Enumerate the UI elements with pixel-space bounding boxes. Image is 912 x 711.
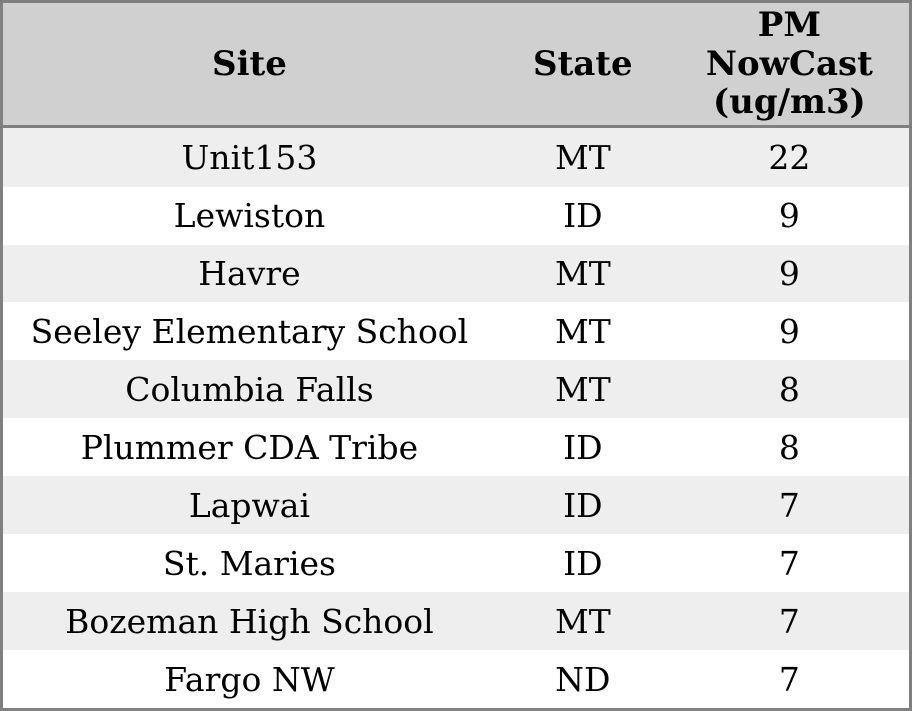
column-header-site: Site — [3, 3, 496, 128]
column-header-pm-nowcast: PM NowCast (ug/m3) — [669, 3, 909, 128]
data-table: Site State PM NowCast (ug/m3) Unit153 MT 2… — [3, 3, 909, 708]
table-row: Unit153 MT 22 — [3, 126, 909, 187]
column-header-site-label: Site — [212, 43, 287, 84]
table-row: Lewiston ID 9 — [3, 186, 909, 245]
cell-state: MT — [554, 311, 611, 351]
cell-pm-nowcast: 7 — [778, 601, 800, 641]
table-row: Havre MT 9 — [3, 244, 909, 303]
cell-pm-nowcast: 22 — [768, 137, 811, 177]
cell-state: MT — [554, 254, 611, 294]
cell-state: MT — [554, 137, 611, 177]
table-row: Seeley Elementary School MT 9 — [3, 302, 909, 361]
table-row: Bozeman High School MT 7 — [3, 592, 909, 651]
table-header-row: Site State PM NowCast (ug/m3) — [3, 3, 909, 128]
cell-site: Havre — [198, 254, 301, 294]
column-header-pm-nowcast-label: PM NowCast (ug/m3) — [705, 4, 873, 123]
cell-site: Lapwai — [188, 485, 311, 525]
cell-pm-nowcast: 9 — [778, 196, 800, 236]
cell-site: Unit153 — [181, 137, 318, 177]
cell-pm-nowcast: 8 — [778, 369, 800, 409]
table-row: St. Maries ID 7 — [3, 534, 909, 593]
table-row: Columbia Falls MT 8 — [3, 360, 909, 419]
table-row: Fargo NW ND 7 — [3, 650, 909, 708]
cell-pm-nowcast: 9 — [778, 311, 800, 351]
table-row: Lapwai ID 7 — [3, 476, 909, 535]
cell-site: Fargo NW — [164, 659, 335, 699]
cell-state: ID — [563, 485, 603, 525]
column-header-state: State — [495, 3, 670, 128]
cell-pm-nowcast: 7 — [778, 659, 800, 699]
cell-state: MT — [554, 601, 611, 641]
cell-state: ND — [555, 659, 611, 699]
table-row: Plummer CDA Tribe ID 8 — [3, 418, 909, 477]
cell-pm-nowcast: 9 — [778, 254, 800, 294]
cell-state: MT — [554, 369, 611, 409]
cell-pm-nowcast: 7 — [778, 485, 800, 525]
cell-site: Columbia Falls — [125, 369, 374, 409]
cell-site: Seeley Elementary School — [30, 311, 469, 351]
cell-site: Plummer CDA Tribe — [80, 427, 419, 467]
cell-pm-nowcast: 7 — [778, 543, 800, 583]
cell-state: ID — [563, 196, 603, 236]
cell-pm-nowcast: 8 — [778, 427, 800, 467]
cell-site: St. Maries — [162, 543, 336, 583]
cell-state: ID — [563, 543, 603, 583]
column-header-state-label: State — [533, 43, 633, 84]
cell-state: ID — [563, 427, 603, 467]
table-body: Unit153 MT 22 Lewiston ID 9 Havre MT 9 Seeley Ele… — [3, 126, 909, 708]
cell-site: Lewiston — [173, 196, 326, 236]
cell-site: Bozeman High School — [65, 601, 434, 641]
